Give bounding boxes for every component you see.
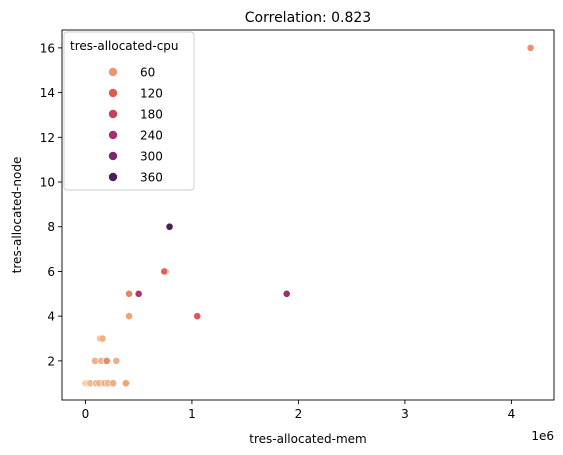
data-point <box>134 289 143 298</box>
data-point <box>109 379 118 388</box>
legend-marker <box>108 67 118 77</box>
legend-marker <box>108 130 118 140</box>
x-tick-label: 4 <box>508 407 516 421</box>
legend-marker <box>108 172 118 182</box>
data-point <box>193 312 202 321</box>
y-tick-label: 10 <box>40 176 55 190</box>
chart-title: Correlation: 0.823 <box>245 10 371 26</box>
data-point <box>125 289 133 298</box>
data-point <box>282 289 291 298</box>
y-tick-label: 12 <box>40 131 55 145</box>
data-point <box>121 379 130 388</box>
x-tick-label: 0 <box>82 407 90 421</box>
y-tick-label: 14 <box>40 86 55 100</box>
data-point <box>526 43 535 52</box>
x-tick-label: 1 <box>188 407 196 421</box>
points-layer <box>81 43 535 388</box>
data-point <box>112 356 121 365</box>
data-point <box>125 312 133 321</box>
x-tick-label: 3 <box>401 407 409 421</box>
legend: tres-allocated-cpu 60 120 180 240 300 360 <box>63 31 195 191</box>
x-axis-ticks: 0 1 2 3 4 <box>82 400 516 421</box>
y-tick-label: 6 <box>47 265 55 279</box>
x-axis-label: tres-allocated-mem <box>249 432 366 446</box>
data-point <box>160 267 169 276</box>
y-tick-label: 2 <box>47 354 55 368</box>
data-point <box>98 334 107 343</box>
legend-label: 180 <box>140 108 163 122</box>
y-tick-label: 4 <box>47 310 55 324</box>
legend-entries: 60 120 180 240 300 360 <box>108 66 163 185</box>
x-tick-label: 2 <box>295 407 303 421</box>
legend-marker <box>108 109 118 119</box>
plot-area-frame <box>61 29 555 401</box>
y-tick-label: 16 <box>40 41 55 55</box>
y-axis-ticks: 2 4 6 8 10 12 14 16 <box>40 41 62 368</box>
y-axis-label: tres-allocated-node <box>10 157 24 274</box>
legend-label: 300 <box>140 150 163 164</box>
legend-label: 240 <box>140 129 163 143</box>
legend-label: 360 <box>140 171 163 185</box>
data-point <box>165 222 174 231</box>
data-point <box>102 356 111 365</box>
legend-label: 120 <box>140 87 163 101</box>
x-axis-offset-label: 1e6 <box>531 429 554 443</box>
legend-marker <box>108 88 118 98</box>
y-tick-label: 8 <box>47 220 55 234</box>
legend-title: tres-allocated-cpu <box>70 39 179 53</box>
legend-label: 60 <box>140 66 155 80</box>
legend-box <box>63 31 195 191</box>
legend-marker <box>108 151 118 161</box>
